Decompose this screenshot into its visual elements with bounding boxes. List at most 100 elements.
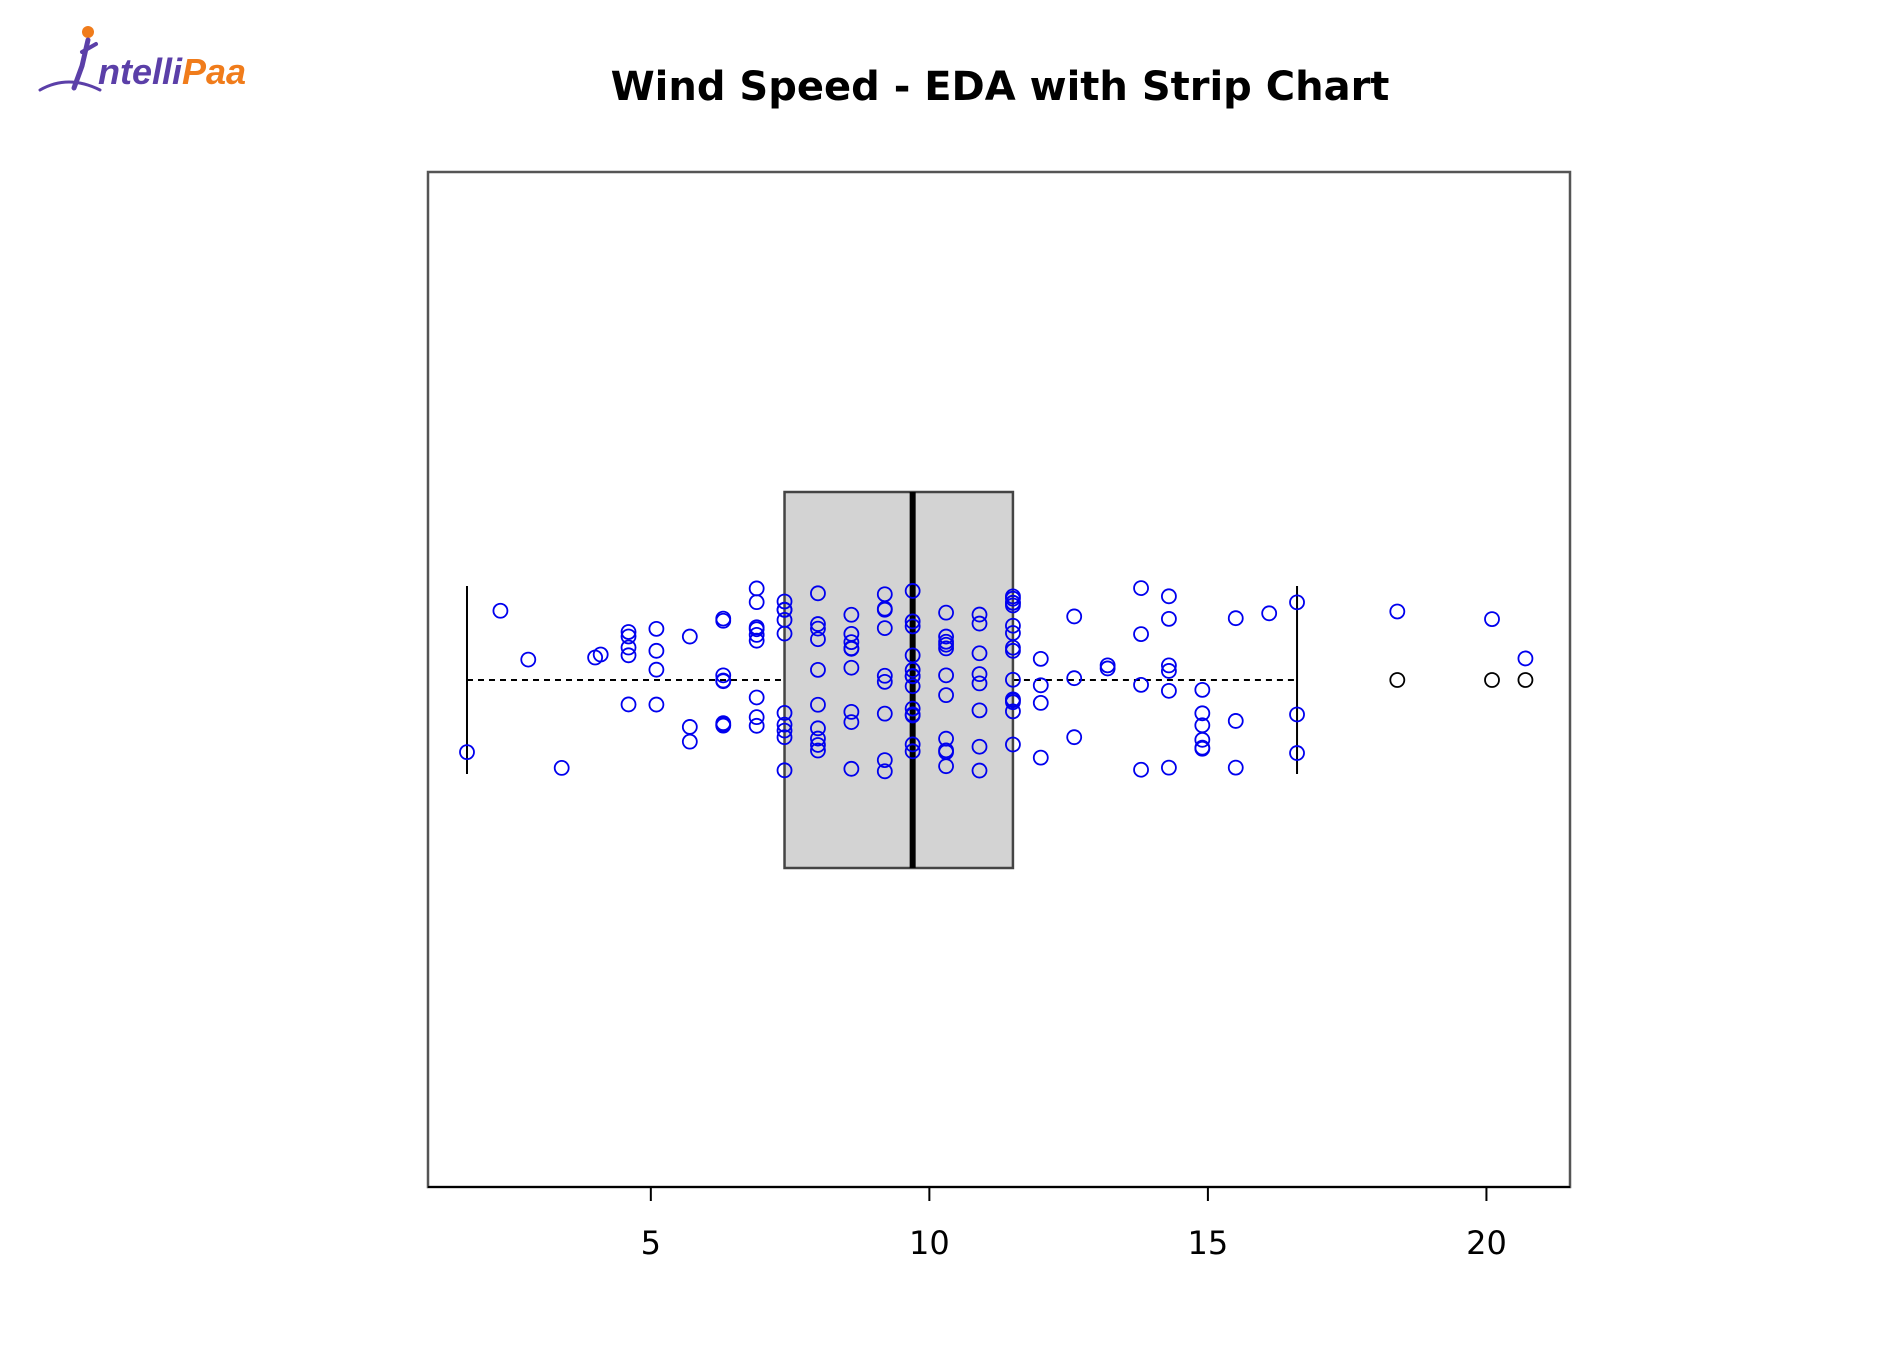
strip-point [904,700,921,717]
strip-point [1517,650,1534,667]
svg-text:ntelliPaa: ntelliPaa [98,51,246,92]
strip-point [620,647,637,664]
strip-point [938,640,954,657]
strip-point [1005,703,1021,720]
strip-point [776,716,793,733]
strip-point [904,668,921,684]
x-tick-label: 15 [1188,1224,1229,1262]
strip-point [876,763,893,780]
strip-point [715,667,732,684]
strip-point [1005,671,1021,688]
strip-point [1133,580,1149,596]
intellipaat-logo: ntelliPaa [38,26,246,92]
strip-point [876,705,893,722]
strip-point [904,736,921,753]
strip-point [1066,670,1083,687]
strip-point [1032,650,1049,667]
logo-figure-icon [38,26,102,92]
strip-point [938,628,954,645]
strip-point [971,762,988,779]
strip-point [810,620,826,637]
strip-point [648,696,665,713]
strip-point [876,620,893,636]
strip-point [904,613,921,630]
strip-point [843,606,860,623]
strip-point [1161,759,1177,776]
strip-point [843,640,860,657]
strip-point [520,651,537,668]
strip-point [904,678,921,695]
strip-point [843,703,860,720]
strip-point [776,762,793,779]
strip-point [1161,610,1177,627]
strip-point [620,696,637,713]
strip-point [876,667,893,684]
strip-point [810,585,826,602]
strip-point [810,730,826,747]
strip-point [620,624,637,640]
strip-point [810,742,826,759]
outlier-point [1484,672,1500,688]
strip-point [810,720,826,737]
strip-point [904,583,921,599]
strip-point [1066,608,1083,625]
strip-points [459,580,1534,780]
strip-point [776,705,793,721]
strip-point [904,743,921,760]
strip-point [648,661,665,678]
strip-point [1227,610,1244,627]
strip-point [810,661,826,678]
strip-point [1289,706,1305,723]
strip-point [1161,682,1177,699]
strip-point [748,621,765,638]
strip-point [1194,681,1211,698]
strip-point [1484,611,1500,628]
strip-point [648,642,665,659]
strip-point [748,709,765,726]
strip-point [648,620,665,637]
strip-point [459,744,475,761]
strip-point [938,636,954,653]
strip-point [681,628,698,645]
strip-point [1194,739,1211,756]
strip-point [810,616,826,632]
strip-point [776,729,793,746]
strip-point [1005,590,1021,607]
strip-point [843,659,860,676]
strip-point [876,673,893,690]
strip-point [1161,663,1177,679]
strip-point [1005,597,1021,614]
strip-point [1161,588,1177,605]
strip-point [843,760,860,777]
strip-point [748,626,765,643]
strip-point [1032,677,1049,694]
strip-point [938,604,954,621]
strip-point [938,744,954,761]
strip-point [904,618,921,635]
strip-point [1289,594,1305,611]
strip-point [971,606,988,623]
strip-point [904,647,921,664]
strip-point [776,625,793,642]
strip-point [715,716,732,733]
strip-point [938,687,954,704]
x-tick-label: 5 [641,1224,661,1262]
strip-point [1133,676,1149,693]
strip-point [876,752,893,769]
strip-point [1133,761,1149,778]
strip-point [1289,745,1305,761]
strip-point [1261,605,1278,622]
strip-point [1161,657,1177,674]
strip-point [776,602,793,618]
iqr-box [783,490,1015,870]
strip-point [904,706,921,723]
strip-point [1066,729,1083,746]
strip-point [1194,731,1211,748]
strip-point [1194,705,1211,722]
strip-point [810,631,826,648]
x-tick-label: 10 [909,1224,950,1262]
strip-point [1133,626,1149,643]
strip-point [1389,603,1406,620]
strip-point [715,673,732,690]
